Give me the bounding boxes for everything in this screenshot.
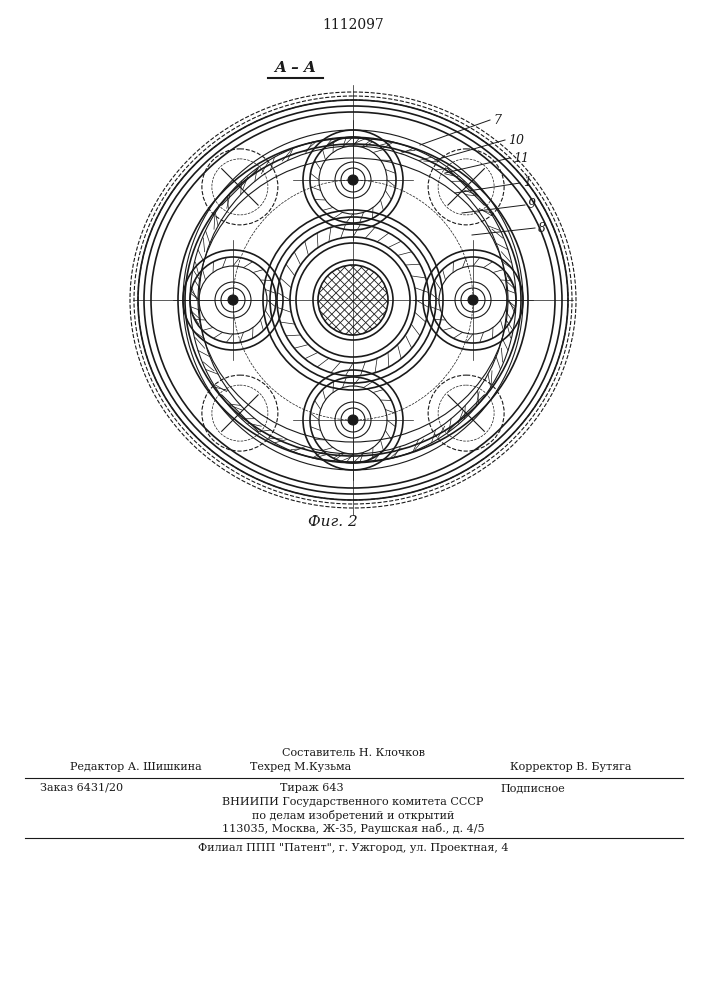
Text: Тираж 643: Тираж 643 — [280, 783, 344, 793]
Text: Корректор В. Бутяга: Корректор В. Бутяга — [510, 762, 631, 772]
Text: 9: 9 — [528, 198, 536, 212]
Circle shape — [228, 295, 238, 305]
Text: 10: 10 — [508, 133, 524, 146]
Circle shape — [348, 415, 358, 425]
Text: A – A: A – A — [274, 61, 316, 75]
Text: 7: 7 — [493, 113, 501, 126]
Text: Редактор А. Шишкина: Редактор А. Шишкина — [70, 762, 201, 772]
Text: 113035, Москва, Ж-35, Раушская наб., д. 4/5: 113035, Москва, Ж-35, Раушская наб., д. … — [222, 823, 484, 834]
Text: по делам изобретений и открытий: по делам изобретений и открытий — [252, 810, 454, 821]
Text: 11: 11 — [513, 151, 529, 164]
Text: Составитель Н. Клочков: Составитель Н. Клочков — [281, 748, 424, 758]
Circle shape — [468, 295, 478, 305]
Text: Заказ 6431/20: Заказ 6431/20 — [40, 783, 123, 793]
Text: 8: 8 — [538, 222, 546, 234]
Text: Техред М.Кузьма: Техред М.Кузьма — [250, 762, 351, 772]
Text: Фиг. 2: Фиг. 2 — [308, 515, 358, 529]
Text: Филиал ППП "Патент", г. Ужгород, ул. Проектная, 4: Филиал ППП "Патент", г. Ужгород, ул. Про… — [198, 843, 508, 853]
Text: 1112097: 1112097 — [322, 18, 384, 32]
Text: Подписное: Подписное — [500, 783, 565, 793]
Text: ВНИИПИ Государственного комитета СССР: ВНИИПИ Государственного комитета СССР — [222, 797, 484, 807]
Circle shape — [348, 175, 358, 185]
Text: 1: 1 — [523, 176, 531, 190]
